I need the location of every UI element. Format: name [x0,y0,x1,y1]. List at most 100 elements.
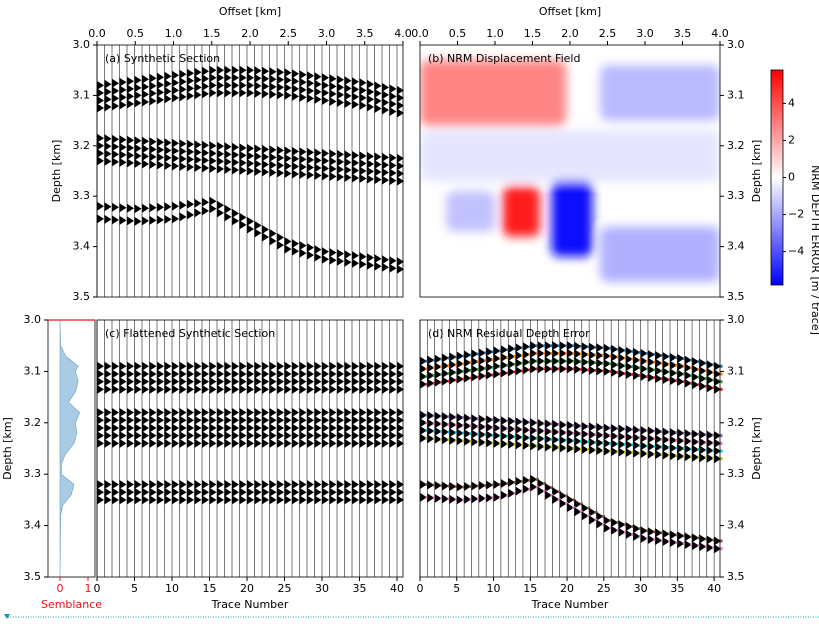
x-tick-label: 0.5 [449,27,467,40]
event [420,356,723,387]
wiggle-lobe [574,429,582,439]
wiggle-lobe [456,413,464,423]
wiggle-lobe [134,75,142,85]
wiggle-lobe [367,87,374,97]
panel-title: (c) Flattened Synthetic Section [105,327,275,340]
wiggle-lobe [397,415,404,425]
panel-title: (a) Synthetic Section [105,52,220,65]
wiggle-lobe [567,428,575,438]
wiggle-lobe [127,143,134,153]
plot-frame [96,319,404,578]
wiggle-lobe [217,149,224,159]
wiggle-lobe [247,166,254,176]
wiggle-lobe [194,147,202,157]
wiggle-lobe [322,408,329,418]
wiggle-lobe [382,82,389,92]
wiggle-lobe [434,434,442,444]
wiggle-lobe [254,220,262,230]
wiggle-lobe [172,479,179,489]
wiggle-lobe [486,370,494,380]
wiggle-lobe [374,254,382,264]
wiggle-lobe [224,377,232,387]
wiggle-lobe [262,495,269,505]
wiggle-lobe [209,487,217,497]
wiggle-lobe [633,355,641,365]
wiggle-lobe [299,85,307,95]
wiggle-lobe [104,487,112,497]
wiggle-lobe [655,374,663,384]
wiggle-lobe [478,481,486,491]
wiggle-lobe [209,361,217,371]
wiggle-lobe [284,415,292,425]
wiggle-lobe [420,364,427,374]
wiggle-lobe [104,495,112,505]
wiggle-lobe [292,384,299,394]
wiggle-lobe [522,365,530,375]
x-axis-label: Trace Number [211,598,289,611]
wiggle-lobe [247,158,254,168]
wiggle-lobe [699,453,707,463]
wiggle-lobe [277,415,284,425]
wiggle-lobe [603,343,611,353]
wiggle-lobe [344,384,352,394]
colorbar-label: NRM DEPTH ERROR [m / trace] [809,165,819,335]
wiggle-lobe [157,202,164,212]
wiggle-lobe [112,423,119,433]
wiggle-lobe [247,438,254,448]
wiggle-lobe [134,136,142,146]
wiggle-lobe [442,376,450,386]
wiggle-lobe [209,163,217,173]
wiggle-lobe [537,348,545,358]
wiggle-lobe [389,408,397,418]
wiggle-lobe [142,151,149,161]
wiggle-lobe [292,84,299,94]
wiggle-lobe [292,487,299,497]
wiggle-lobe [247,479,254,489]
wiggle-lobe [187,91,194,101]
region [420,130,720,182]
wiggle-lobe [530,356,538,366]
wiggle-lobe [239,212,247,222]
wiggle-lobe [187,384,194,394]
wiggle-lobe [187,479,194,489]
wiggle-lobe [202,74,209,84]
wiggle-lobe [449,428,457,438]
wiggle-lobe [314,94,322,104]
wiggle-lobe [382,168,389,178]
wiggle-lobe [337,90,344,100]
wiggle-lobe [352,165,359,175]
wiggle-lobe [134,158,142,168]
x-tick-label: 40 [707,582,721,595]
wiggle-lobe [389,263,397,273]
wiggle-lobe [567,495,575,505]
wiggle-lobe [699,430,707,440]
wiggle-lobe [508,488,516,498]
wiggle-lobe [625,529,633,539]
wiggle-lobe [344,438,352,448]
wiggle-lobe [262,431,269,441]
wiggle-lobe [172,369,179,379]
wiggle-lobe [262,479,269,489]
wiggle-lobe [714,384,722,394]
wiggle-lobe [329,438,337,448]
wiggle-lobe [374,361,382,371]
wiggle-lobe [209,196,217,206]
wiggle-lobe [449,367,457,377]
y-tick-label: 3.1 [727,88,745,101]
event [97,65,404,95]
wiggle-lobe [618,520,626,530]
wiggle-lobe [307,369,314,379]
wiggle-lobe [640,526,648,536]
wiggle-lobe [699,381,707,391]
wiggle-lobe [374,423,382,433]
wiggle-lobe [522,357,530,367]
wiggle-lobe [187,147,194,157]
wiggle-lobe [589,445,597,455]
wiggle-lobe [247,361,254,371]
wiggle-lobe [239,369,247,379]
wiggle-lobe [307,377,314,387]
wiggle-lobe [187,68,194,78]
wiggle-lobe [284,68,292,78]
wiggle-lobe [157,487,164,497]
wiggle-lobe [389,384,397,394]
